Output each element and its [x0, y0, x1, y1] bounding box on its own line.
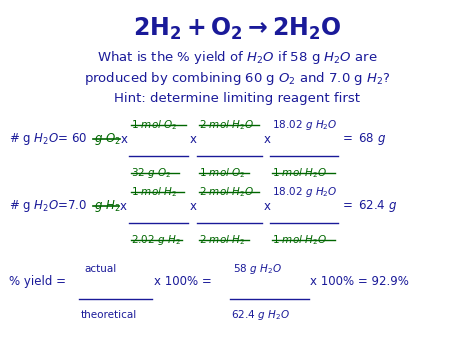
Text: $32\ g\ O_2$: $32\ g\ O_2$: [131, 166, 172, 180]
Text: $2.02\ g\ H_2$: $2.02\ g\ H_2$: [131, 233, 181, 247]
Text: $\mathbf{2H_2 + O_2 \rightarrow 2H_2O}$: $\mathbf{2H_2 + O_2 \rightarrow 2H_2O}$: [133, 16, 341, 42]
Text: x: x: [120, 200, 127, 213]
Text: Hint: determine limiting reagent first: Hint: determine limiting reagent first: [114, 92, 360, 105]
Text: x: x: [190, 200, 197, 213]
Text: $1\ mol\ H_2O$: $1\ mol\ H_2O$: [272, 233, 328, 247]
Text: $1\ mol\ H_2$: $1\ mol\ H_2$: [131, 185, 177, 199]
Text: x: x: [264, 133, 271, 146]
Text: $58\ g\ H_2O$: $58\ g\ H_2O$: [233, 262, 283, 275]
Text: actual: actual: [85, 264, 117, 274]
Text: $=\ 68\ g$: $=\ 68\ g$: [340, 131, 386, 147]
Text: $1\ mol\ O_2$: $1\ mol\ O_2$: [199, 166, 246, 180]
Text: x: x: [264, 200, 271, 213]
Text: $1\ mol\ O_2$: $1\ mol\ O_2$: [131, 119, 178, 132]
Text: # g $H_2O$=7.0: # g $H_2O$=7.0: [9, 198, 88, 214]
Text: $1\ mol\ H_2O$: $1\ mol\ H_2O$: [272, 166, 328, 180]
Text: $2\ mol\ H_2$: $2\ mol\ H_2$: [199, 233, 245, 247]
Text: $2\ mol\ H_2O$: $2\ mol\ H_2O$: [199, 119, 254, 132]
Text: produced by combining 60 g $O_2$ and 7.0 g $H_2$?: produced by combining 60 g $O_2$ and 7.0…: [84, 70, 390, 87]
Text: x: x: [190, 133, 197, 146]
Text: $=\ 62.4\ g$: $=\ 62.4\ g$: [340, 198, 397, 214]
Text: # g $H_2O$= 60: # g $H_2O$= 60: [9, 131, 88, 147]
Text: x 100% = 92.9%: x 100% = 92.9%: [310, 275, 409, 288]
Text: $62.4\ g\ H_2O$: $62.4\ g\ H_2O$: [231, 307, 290, 322]
Text: $18.02\ g\ H_2O$: $18.02\ g\ H_2O$: [272, 185, 338, 199]
Text: % yield =: % yield =: [9, 275, 70, 288]
Text: theoretical: theoretical: [81, 310, 137, 320]
Text: x 100% =: x 100% =: [155, 275, 212, 288]
Text: $g\ H_2$: $g\ H_2$: [94, 198, 121, 214]
Text: $2\ mol\ H_2O$: $2\ mol\ H_2O$: [199, 185, 254, 199]
Text: $g\ O_2$: $g\ O_2$: [94, 131, 121, 147]
Text: What is the % yield of $H_2O$ if 58 g $H_2O$ are: What is the % yield of $H_2O$ if 58 g $H…: [97, 49, 377, 66]
Text: x: x: [121, 133, 128, 146]
Text: $18.02\ g\ H_2O$: $18.02\ g\ H_2O$: [272, 118, 338, 132]
